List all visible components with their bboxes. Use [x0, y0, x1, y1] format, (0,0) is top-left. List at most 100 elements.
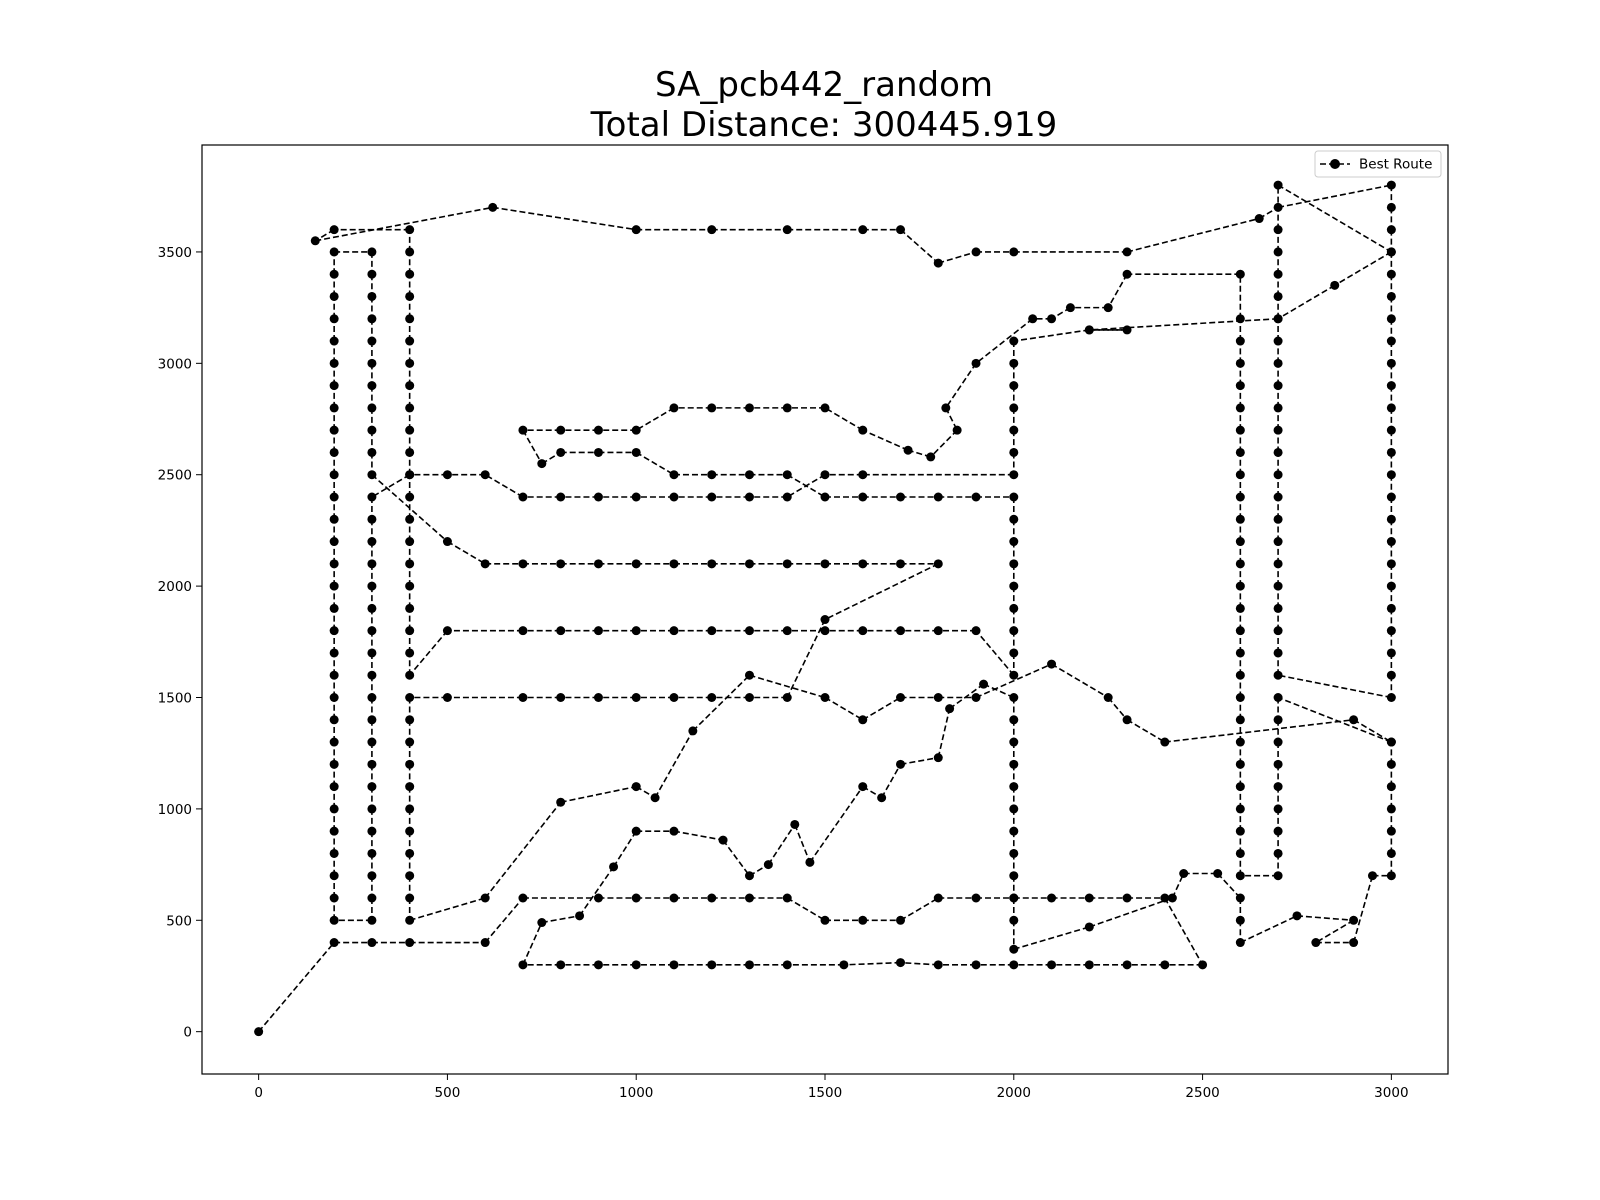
- route-point: [820, 492, 830, 502]
- route-point: [405, 893, 415, 903]
- route-point: [790, 819, 800, 829]
- route-segment: [1353, 719, 1392, 743]
- route-point: [631, 425, 641, 435]
- route-point: [1386, 692, 1396, 702]
- route-point: [1273, 759, 1283, 769]
- route-point: [707, 960, 717, 970]
- route-point: [858, 559, 868, 569]
- route-point: [405, 291, 415, 301]
- route-point: [1367, 871, 1377, 881]
- route-point: [329, 514, 339, 524]
- route-point: [480, 893, 490, 903]
- route-point: [707, 893, 717, 903]
- route-point: [1235, 492, 1245, 502]
- route-segment: [612, 830, 637, 868]
- route-point: [1084, 960, 1094, 970]
- route-point: [405, 470, 415, 480]
- route-point: [1273, 871, 1283, 881]
- route-point: [1009, 358, 1019, 368]
- route-segment: [654, 730, 694, 799]
- route-point: [405, 247, 415, 257]
- route-point: [367, 871, 377, 881]
- route-point: [1122, 269, 1132, 279]
- route-point: [442, 537, 452, 547]
- route-point: [1386, 782, 1396, 792]
- route-point: [1273, 514, 1283, 524]
- route-segment: [1107, 273, 1128, 309]
- route-point: [367, 648, 377, 658]
- route-segment: [1089, 897, 1173, 928]
- route-point: [945, 704, 955, 714]
- route-markers: [254, 180, 1396, 1037]
- route-point: [1273, 381, 1283, 391]
- route-point: [1084, 922, 1094, 932]
- route-point: [688, 726, 698, 736]
- route-segment: [949, 683, 985, 710]
- route-point: [933, 960, 943, 970]
- route-point: [933, 753, 943, 763]
- route-segment: [522, 922, 543, 966]
- route-segment: [824, 696, 864, 721]
- route-point: [744, 960, 754, 970]
- route-point: [1084, 893, 1094, 903]
- legend: Best Route: [1314, 150, 1442, 178]
- route-point: [367, 470, 377, 480]
- route-point: [820, 559, 830, 569]
- route-point: [1235, 871, 1245, 881]
- route-point: [1273, 269, 1283, 279]
- route-point: [1235, 804, 1245, 814]
- route-segment: [1089, 317, 1279, 331]
- route-point: [367, 826, 377, 836]
- route-segment: [786, 619, 826, 698]
- route-point: [1235, 715, 1245, 725]
- route-point: [329, 804, 339, 814]
- x-tick-label: 1000: [619, 1085, 653, 1101]
- route-point: [329, 737, 339, 747]
- route-point: [367, 759, 377, 769]
- route-segment: [862, 429, 909, 451]
- route-segment: [1334, 251, 1392, 287]
- route-point: [609, 862, 619, 872]
- route-point: [329, 492, 339, 502]
- route-point: [405, 514, 415, 524]
- x-tick-label: 2500: [1185, 1085, 1219, 1101]
- route-point: [631, 447, 641, 457]
- route-point: [858, 425, 868, 435]
- route-point: [1009, 737, 1019, 747]
- route-point: [367, 425, 377, 435]
- route-point: [329, 626, 339, 636]
- route-point: [1386, 291, 1396, 301]
- route-segment: [938, 251, 977, 264]
- route-point: [329, 871, 339, 881]
- route-point: [518, 425, 528, 435]
- route-point: [718, 835, 728, 845]
- route-point: [839, 960, 849, 970]
- route-point: [971, 358, 981, 368]
- route-point: [1273, 403, 1283, 413]
- route-point: [820, 470, 830, 480]
- route-point: [1273, 626, 1283, 636]
- route-point: [367, 692, 377, 702]
- route-point: [1386, 269, 1396, 279]
- route-point: [367, 893, 377, 903]
- route-point: [329, 291, 339, 301]
- route-point: [329, 915, 339, 925]
- route-point: [744, 871, 754, 881]
- route-point: [1235, 893, 1245, 903]
- route-point: [896, 225, 906, 235]
- route-point: [1386, 826, 1396, 836]
- route-point: [1198, 960, 1208, 970]
- route-point: [367, 314, 377, 324]
- route-point: [1103, 303, 1113, 313]
- route-point: [1386, 470, 1396, 480]
- route-point: [405, 581, 415, 591]
- route-point: [707, 692, 717, 702]
- route-point: [1273, 603, 1283, 613]
- route-point: [405, 626, 415, 636]
- route-point: [858, 715, 868, 725]
- route-point: [896, 626, 906, 636]
- route-point: [820, 403, 830, 413]
- route-point: [329, 603, 339, 613]
- route-point: [405, 670, 415, 680]
- route-point: [1273, 425, 1283, 435]
